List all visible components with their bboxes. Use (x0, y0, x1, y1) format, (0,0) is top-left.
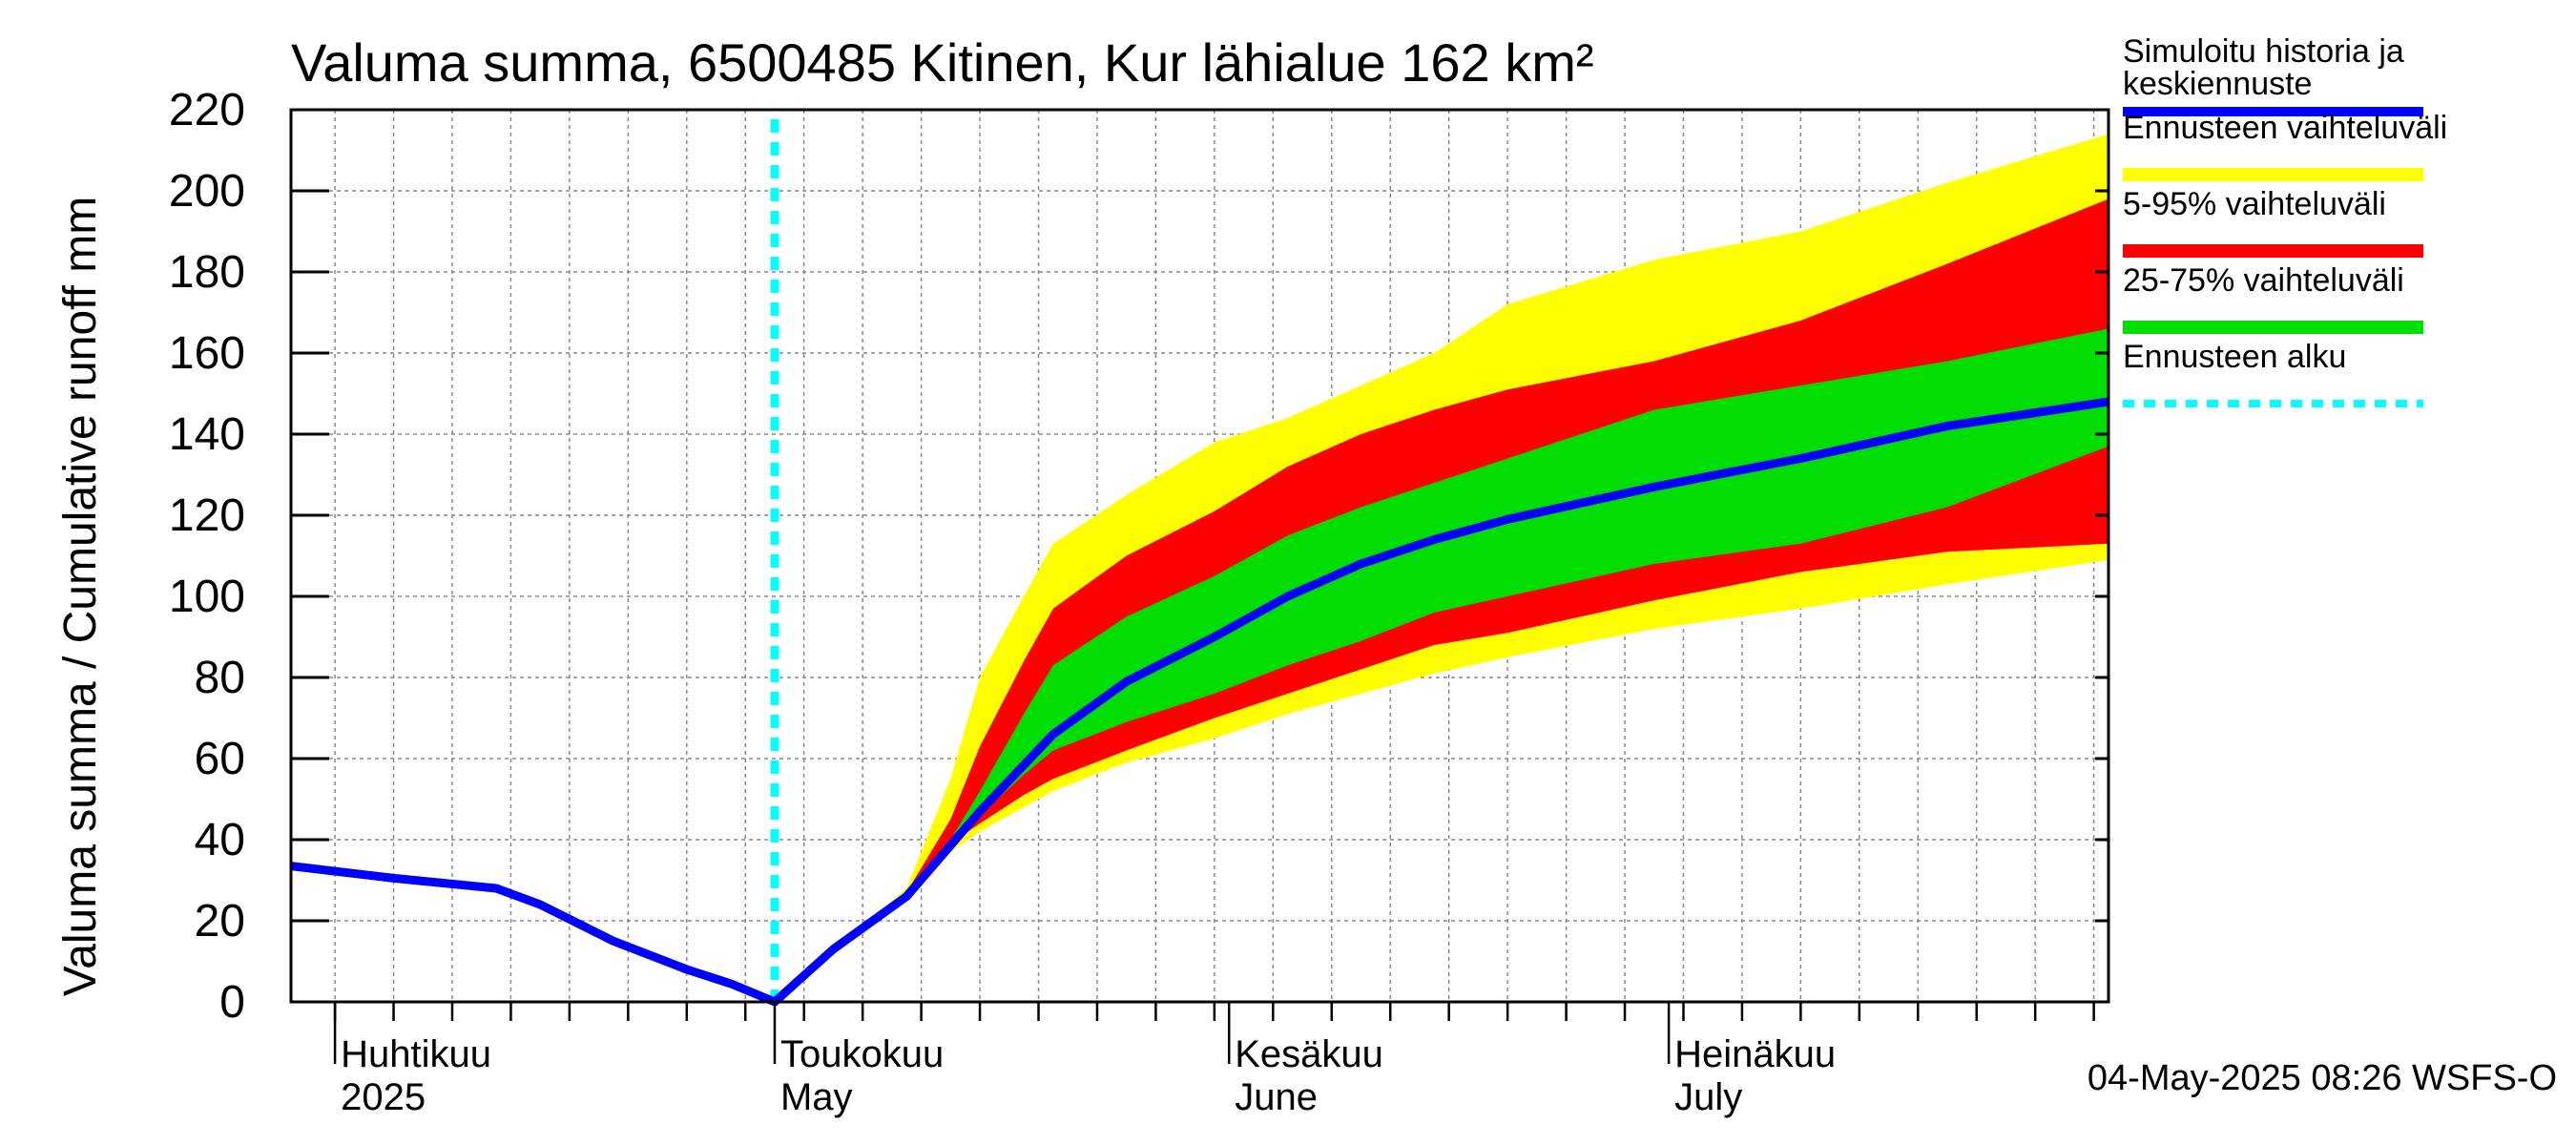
legend-label-hist-2: keskiennuste (2123, 66, 2312, 102)
legend-label-p5_95: 5-95% vaihteluväli (2123, 186, 2386, 222)
series-lines (290, 119, 2109, 1007)
x-month-label-fi: Toukokuu (780, 1033, 944, 1075)
y-tick-label: 20 (195, 896, 245, 947)
axes: 0 20 40 60 80 100 120 140 160 180 200 220 Huhtikuu20… (169, 85, 2109, 1118)
median-series-line (290, 397, 2109, 1007)
legend-label-p25_75: 25-75% vaihteluväli (2123, 262, 2404, 299)
band-25-75 (775, 328, 2109, 1002)
y-tick-label: 200 (169, 166, 245, 217)
x-month-label-fi: Kesäkuu (1235, 1033, 1383, 1075)
x-month-label-fi: Huhtikuu (341, 1033, 491, 1075)
y-tick-label: 140 (169, 409, 245, 460)
y-tick-label: 220 (169, 85, 245, 135)
y-tick-label: 180 (169, 247, 245, 298)
y-tick-label: 160 (169, 328, 245, 379)
legend-label-hist: Simuloitu historia ja (2123, 33, 2404, 70)
y-tick-label: 120 (169, 490, 245, 541)
y-tick-label: 0 (219, 977, 245, 1028)
y-tick-label: 80 (195, 653, 245, 703)
x-month-label-en: May (780, 1076, 853, 1118)
y-tick-label: 60 (195, 734, 245, 784)
x-month-label-en: 2025 (341, 1076, 426, 1118)
y-tick-label: 100 (169, 572, 245, 622)
chart-title: Valuma summa, 6500485 Kitinen, Kur lähia… (291, 32, 1594, 93)
x-month-label-en: July (1674, 1076, 1742, 1118)
legend-label-start: Ennusteen alku (2123, 339, 2346, 375)
y-tick-label: 40 (195, 815, 245, 865)
plot-frame (289, 108, 2110, 1004)
x-month-label-en: June (1235, 1076, 1318, 1118)
x-month-label-fi: Heinäkuu (1674, 1033, 1836, 1075)
legend-label-range: Ennusteen vaihteluväli (2123, 110, 2447, 146)
y-axis-label: Valuma summa / Cumulative runoff mm (55, 197, 106, 997)
footer-timestamp: 04-May-2025 08:26 WSFS-O (2088, 1058, 2557, 1098)
forecast-bands (775, 134, 2109, 1002)
